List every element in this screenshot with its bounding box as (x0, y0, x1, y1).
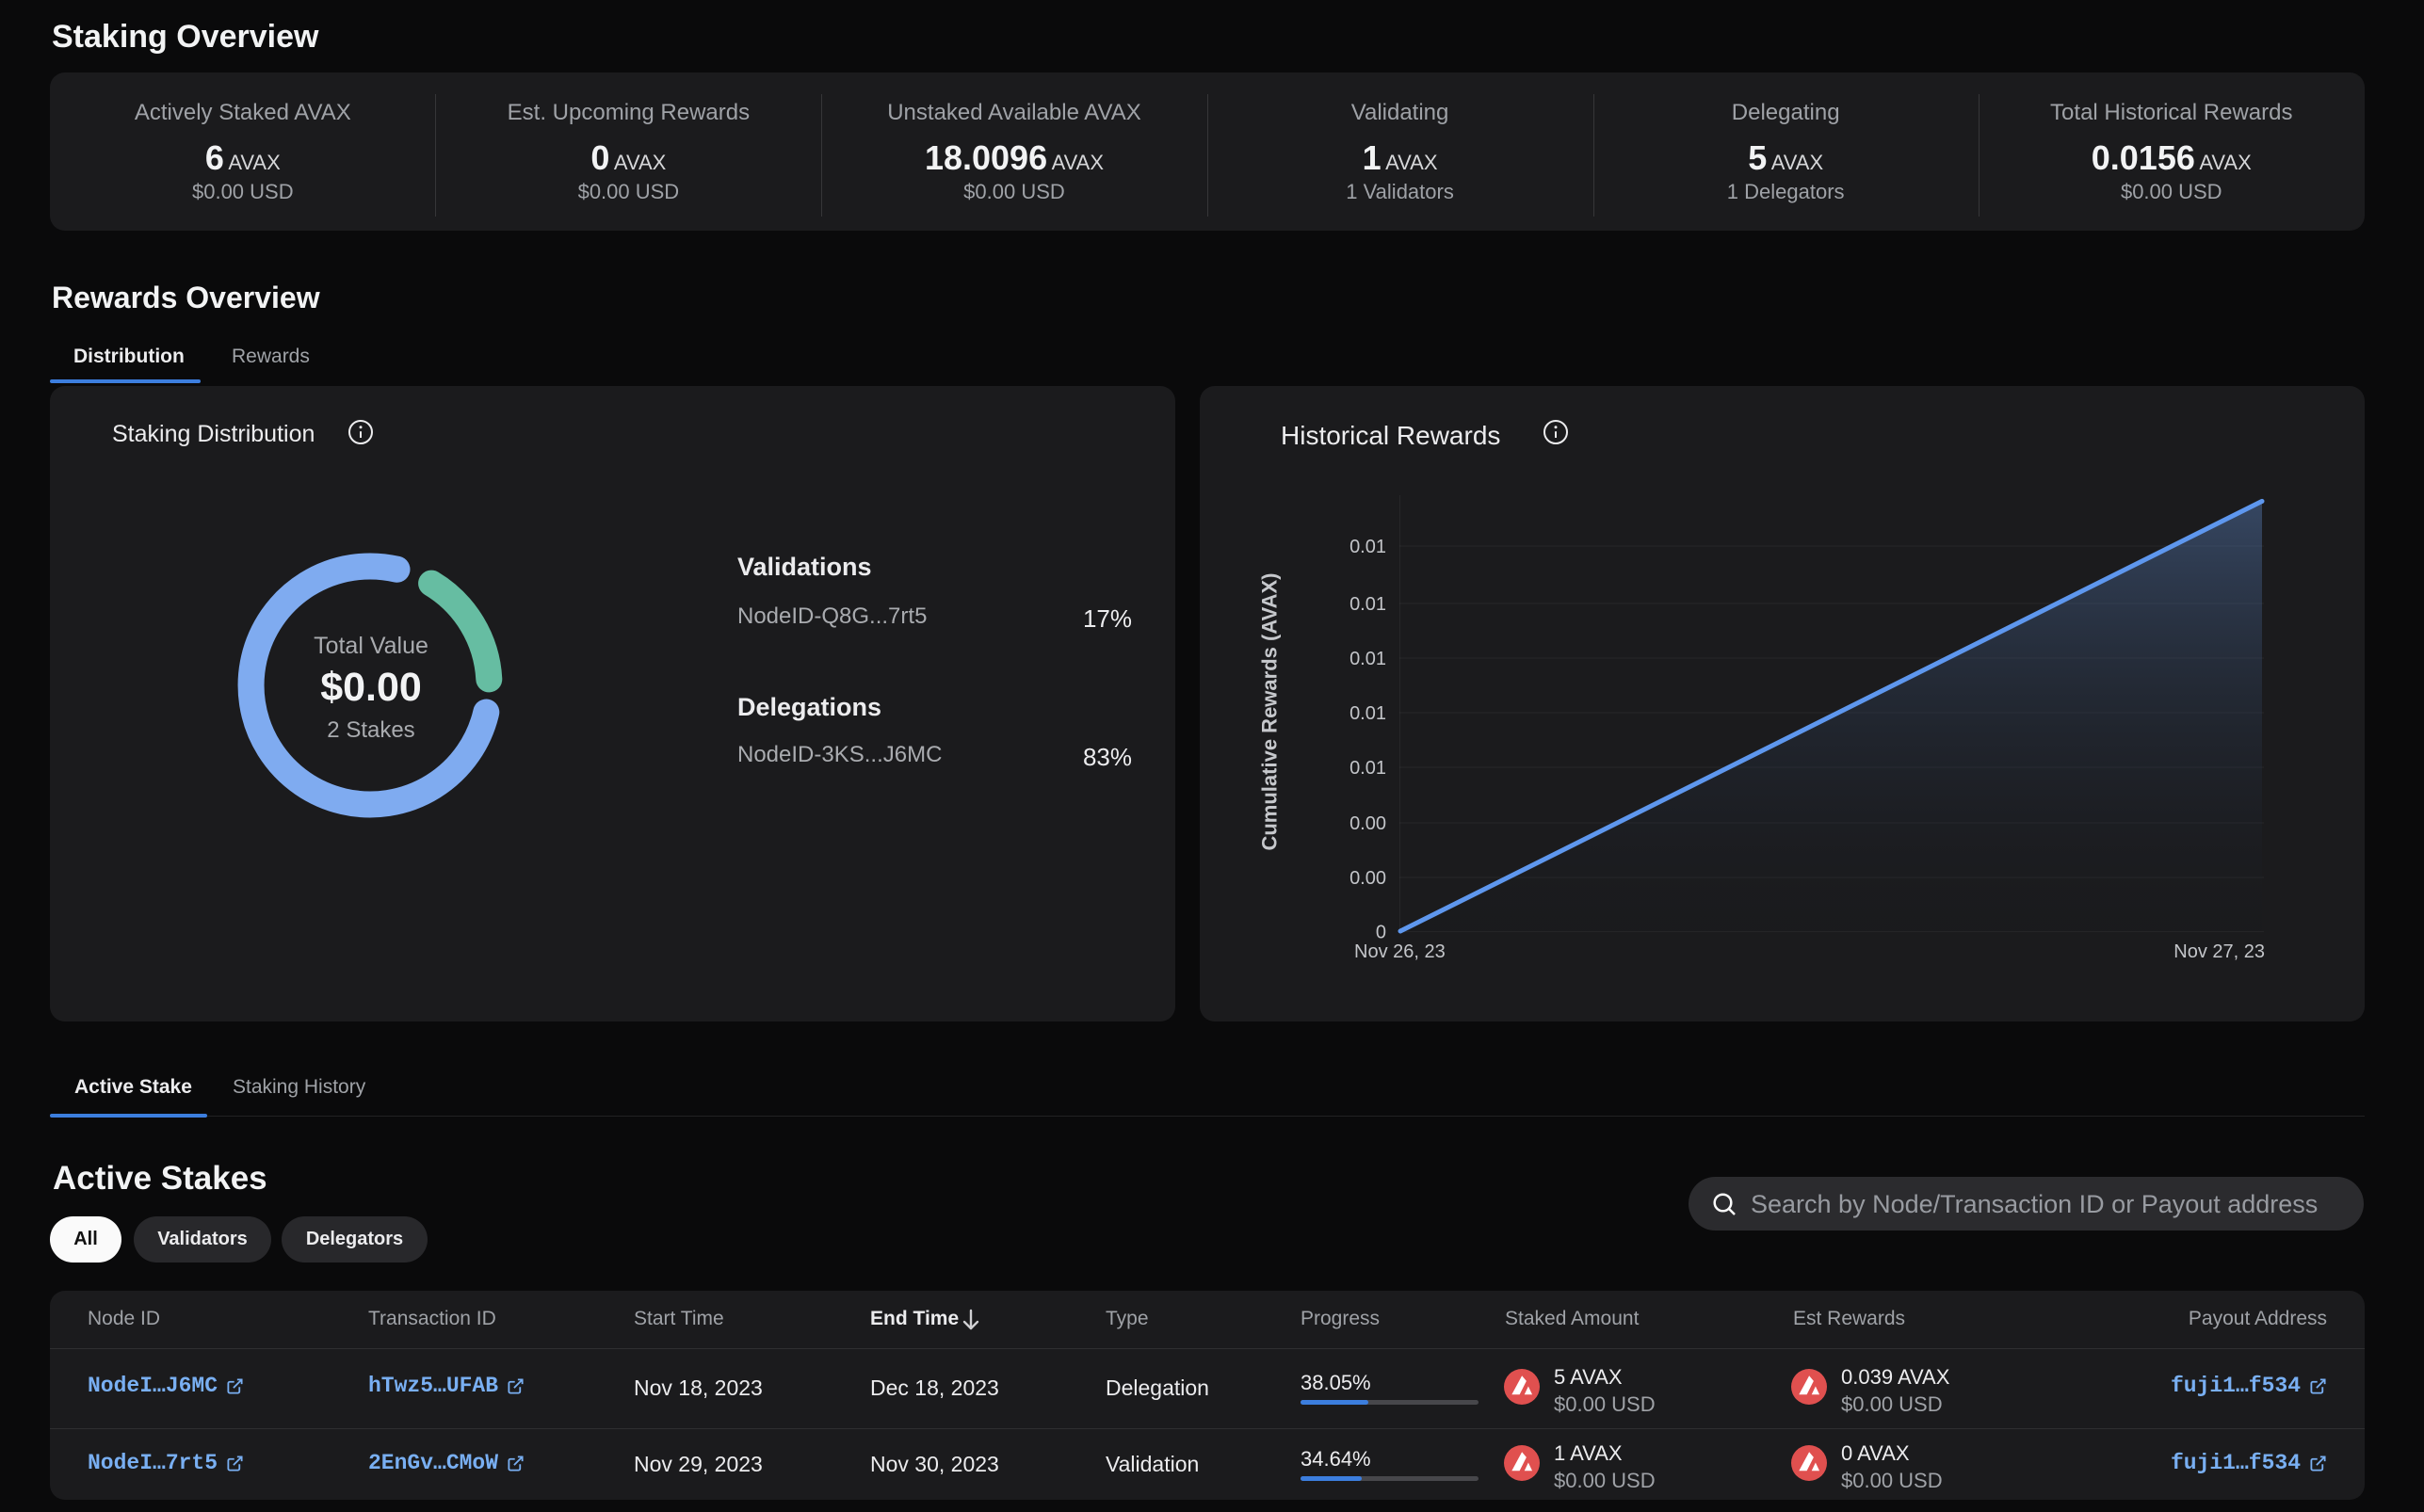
svg-text:0.01: 0.01 (1349, 649, 1386, 669)
svg-text:0.01: 0.01 (1349, 703, 1386, 724)
svg-text:0.00: 0.00 (1349, 813, 1386, 834)
svg-text:0: 0 (1376, 923, 1386, 943)
svg-text:0.01: 0.01 (1349, 758, 1386, 779)
svg-text:Nov 27, 23: Nov 27, 23 (2174, 941, 2265, 962)
svg-text:0.01: 0.01 (1349, 594, 1386, 615)
svg-text:Nov 26, 23: Nov 26, 23 (1354, 941, 1446, 962)
svg-text:0.01: 0.01 (1349, 537, 1386, 557)
svg-text:0.00: 0.00 (1349, 868, 1386, 889)
svg-text:Cumulative Rewards (AVAX): Cumulative Rewards (AVAX) (1258, 572, 1282, 850)
